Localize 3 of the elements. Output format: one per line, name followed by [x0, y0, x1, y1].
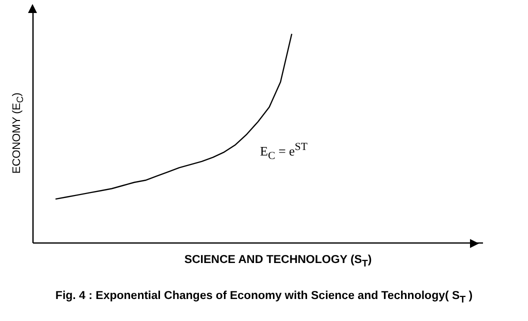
text: Fig. 4 : Exponential Changes of Economy with Science and Technology( S$_{T}$ ) — [54, 290, 474, 306]
annotation: E$_{C}$ = e$^{ST}$ — [260, 141, 308, 162]
x-axis-title: SCIENCE AND TECHNOLOGY (S$_{T}$) — [183, 254, 373, 270]
